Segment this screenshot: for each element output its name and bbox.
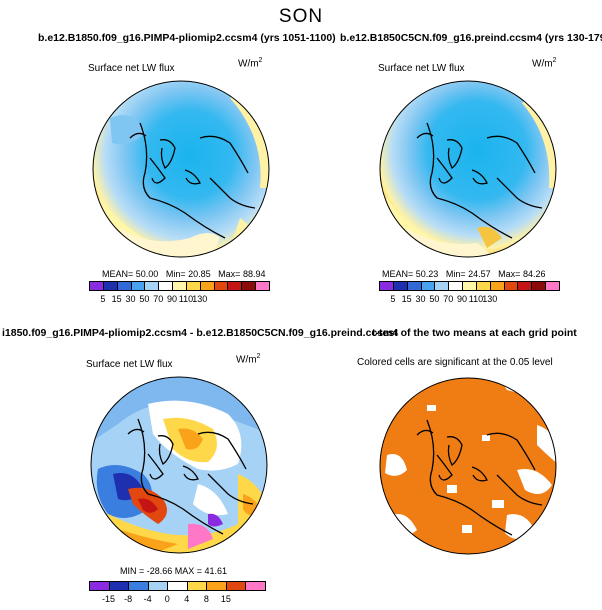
flux-band xyxy=(238,474,267,553)
units-label-bottom-left: W/m2 xyxy=(236,353,261,366)
colorbar-tick-label: 5 xyxy=(390,294,396,304)
colorbar-swatch xyxy=(462,281,477,291)
colorbar-tick-label: 15 xyxy=(111,294,122,304)
units-label-top-right: W/m2 xyxy=(532,57,557,70)
season-title: SON xyxy=(278,6,324,27)
colorbar-tick-label: 0 xyxy=(164,594,170,604)
coastlines xyxy=(127,418,254,535)
colorbar-swatch xyxy=(199,281,215,291)
coastlines xyxy=(129,122,256,239)
panel-title-bottom-right: t-test of the two means at each grid poi… xyxy=(372,327,577,339)
map-border xyxy=(90,376,268,554)
flux-band xyxy=(110,115,145,145)
colorbar-swatch xyxy=(128,581,149,591)
colorbar-tick-label: 110 xyxy=(468,294,484,304)
colorbar-swatch xyxy=(531,281,547,291)
colorbar-swatch xyxy=(167,581,188,591)
colorbar-swatch xyxy=(158,281,174,291)
colorbar-swatch xyxy=(475,281,491,291)
colorbar-tick-label: -15 xyxy=(102,594,116,604)
flux-band xyxy=(188,523,213,549)
flux-band xyxy=(477,226,502,248)
colorbar-swatch xyxy=(225,581,247,591)
stats-top-left: MEAN= 50.00 Min= 20.85 Max= 88.94 xyxy=(102,269,266,279)
map-border xyxy=(379,377,557,555)
colorbar-top-left: 5 15 30 50 70 90 110 130 xyxy=(89,281,270,304)
colorbar-tick-label: 70 xyxy=(443,294,454,304)
colorbar-swatch xyxy=(406,281,422,291)
colorbar-top-right: 5 15 30 50 70 90 110 130 xyxy=(379,281,560,304)
colorbar-swatch xyxy=(420,281,436,291)
colorbar-swatch xyxy=(186,581,208,591)
polar-map-bottom-left xyxy=(90,376,268,554)
colorbar-swatch xyxy=(227,281,243,291)
flux-field xyxy=(93,81,269,257)
colorbar-swatch xyxy=(379,281,394,291)
colorbar-swatch xyxy=(108,581,130,591)
panel-title-top-right: b.e12.B1850C5CN.f09_g16.preind.ccsm4 (yr… xyxy=(340,32,602,44)
colorbar-tick-label: 90 xyxy=(167,294,178,304)
minmax-bottom-left: MIN = -28.66 MAX = 41.61 xyxy=(120,566,228,576)
colorbar-swatch xyxy=(503,281,519,291)
colorbar-tick-label: 30 xyxy=(415,294,426,304)
colorbar-tick-label: 130 xyxy=(482,294,498,304)
colorbar-swatch xyxy=(245,581,266,591)
colorbar-swatch xyxy=(434,281,450,291)
colorbar-swatch xyxy=(545,281,560,291)
colorbar-swatch xyxy=(206,581,227,591)
colorbar-tick-label: 30 xyxy=(125,294,136,304)
map-border xyxy=(379,80,557,258)
colorbar-tick-label: 70 xyxy=(153,294,164,304)
colorbar-swatch xyxy=(89,281,104,291)
colorbar-swatch xyxy=(102,281,118,291)
colorbar-tick-label: 8 xyxy=(203,594,209,604)
colorbar-swatch xyxy=(392,281,408,291)
colorbar-tick-label: 130 xyxy=(192,294,208,304)
ttest-subtitle: Colored cells are significant at the 0.0… xyxy=(357,357,553,368)
colorbar-swatch xyxy=(89,581,110,591)
colorbar-swatch xyxy=(489,281,505,291)
colorbar-swatch xyxy=(517,281,533,291)
polar-map-bottom-right xyxy=(379,377,557,555)
map-border xyxy=(92,80,270,258)
colorbar-swatch xyxy=(147,581,169,591)
coastlines xyxy=(416,419,543,536)
colorbar-swatch xyxy=(448,281,464,291)
colorbar-swatch xyxy=(241,281,257,291)
polar-map-top-right xyxy=(379,80,557,258)
colorbar-tick-label: 90 xyxy=(457,294,468,304)
colorbar-swatch xyxy=(185,281,201,291)
flux-band xyxy=(208,513,223,527)
colorbar-tick-label: 110 xyxy=(178,294,194,304)
polar-map-top-left xyxy=(92,80,270,258)
colorbar-swatch xyxy=(172,281,187,291)
flux-band xyxy=(138,498,158,513)
flux-field xyxy=(380,81,556,257)
colorbar-tick-label: 50 xyxy=(429,294,440,304)
variable-label-top-right: Surface net LW flux xyxy=(378,63,465,74)
colorbar-swatch xyxy=(255,281,270,291)
coastlines xyxy=(416,122,543,239)
colorbar-tick-label: 4 xyxy=(184,594,190,604)
colorbar-swatch xyxy=(213,281,229,291)
colorbar-swatch xyxy=(144,281,160,291)
flux-band xyxy=(178,428,203,450)
units-label-top-left: W/m2 xyxy=(238,57,263,70)
panel-title-bottom-left: i1850.f09_g16.PIMP4-pliomip2.ccsm4 - b.e… xyxy=(2,327,399,339)
flux-band xyxy=(91,377,267,444)
stats-top-right: MEAN= 50.23 Min= 24.57 Max= 84.26 xyxy=(382,269,546,279)
colorbar-tick-label: -8 xyxy=(124,594,133,604)
colorbar-tick-label: 5 xyxy=(100,294,106,304)
colorbar-bottom-left: -15 -8 -4 0 4 8 15 xyxy=(89,581,266,604)
colorbar-tick-label: -4 xyxy=(143,594,152,604)
flux-band xyxy=(193,484,228,516)
panel-title-top-left: b.e12.B1850.f09_g16.PIMP4-pliomip2.ccsm4… xyxy=(38,32,336,44)
colorbar-tick-label: 15 xyxy=(401,294,412,304)
variable-label-top-left: Surface net LW flux xyxy=(88,63,175,74)
colorbar-tick-label: 50 xyxy=(139,294,150,304)
colorbar-swatch xyxy=(130,281,146,291)
colorbar-swatch xyxy=(116,281,132,291)
colorbar-tick-label: 15 xyxy=(220,594,231,604)
variable-label-bottom-left: Surface net LW flux xyxy=(86,359,173,370)
